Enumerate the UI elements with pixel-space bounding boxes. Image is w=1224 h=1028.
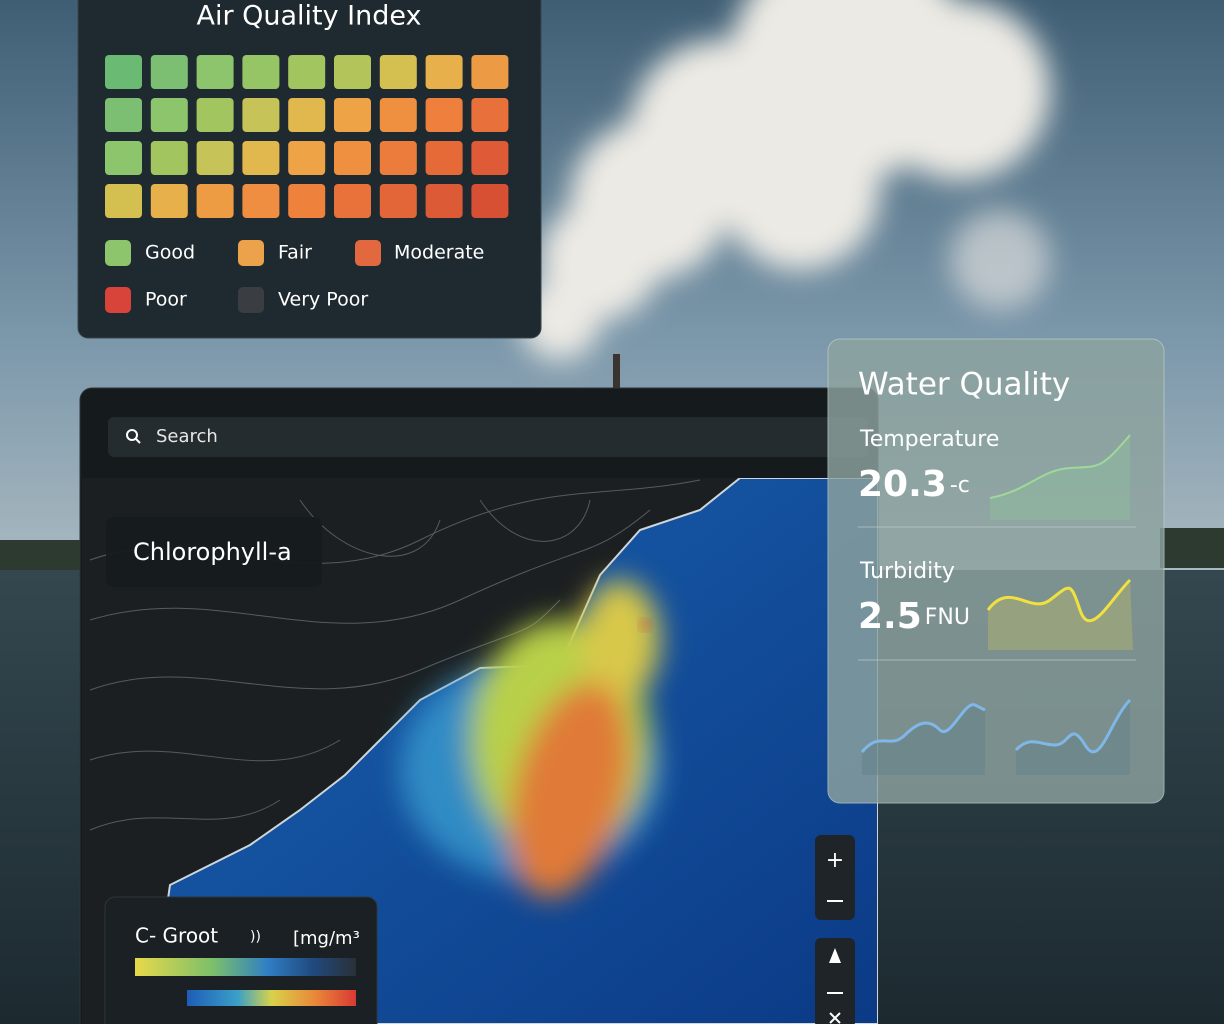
aqi-cell [196,98,234,132]
aqi-cell [196,55,234,89]
sparkline-area [1016,700,1130,775]
layer-label: Chlorophyll-a [133,538,292,566]
aqi-cell [288,141,326,175]
aqi-cell [242,184,280,218]
metric-unit: -c [950,473,970,498]
legend-label: Moderate [394,242,484,264]
aqi-cell [196,184,234,218]
legend-label: Fair [278,242,312,264]
aqi-cell [196,141,234,175]
legend-swatch [105,240,131,266]
zoom-control [815,835,855,920]
color-ramp [187,990,356,1006]
aqi-cell [150,184,188,218]
close[interactable] [829,1012,841,1024]
search-bar[interactable] [108,417,868,457]
legend-swatch [105,287,131,313]
metric-value: 20.3 [858,464,947,505]
legend-title: C- Groot [135,924,218,948]
aqi-cell [379,55,417,89]
hotspot [641,621,649,629]
aqi-cell [334,55,371,89]
shore [1160,528,1224,568]
search-icon [126,429,138,441]
smokestack [613,354,620,394]
legend-label: Poor [145,289,187,311]
layer-label-box [106,517,322,587]
metric-unit: FNU [925,605,970,630]
air-quality-panel: Air Quality Index Good Fair Moderate Poor Ve… [77,0,542,339]
aqi-cell [105,98,142,132]
legend-label: Very Poor [278,289,368,311]
panel-title: Water Quality [858,367,1070,403]
aqi-cell [150,55,188,89]
panel-bg [827,338,1165,804]
sparkline-area [988,580,1133,650]
aqi-cell [105,184,142,218]
sparkline [1014,698,1132,754]
aqi-cell [425,184,463,218]
aqi-cell [425,55,463,89]
panel-title: Air Quality Index [196,1,421,32]
legend-unit: [mg/m³ [293,928,360,949]
water-quality-panel: Water Quality Temperature 20.3 -c Turbidity… [827,338,1165,804]
map [82,478,878,1024]
search-placeholder: Search [156,426,218,447]
aqi-cell [471,184,509,218]
aqi-cell [471,98,509,132]
aqi-cell [471,55,509,89]
legend-swatch [238,287,264,313]
sparkline [989,434,1131,499]
color-ramp [135,958,356,976]
aqi-cell [425,141,463,175]
metric-value: 2.5 [858,596,922,637]
nav-control [815,938,855,1028]
aqi-cell [242,98,280,132]
sparkline [860,703,986,753]
metric-reading: 20.3 -c [858,464,970,505]
aqi-cell [379,98,417,132]
aqi-cell [288,98,326,132]
smoke-cloud [520,0,1050,360]
aqi-cell [242,55,280,89]
aqi-cell [471,141,509,175]
legend-label: Good [145,242,195,264]
aqi-cell [150,141,188,175]
map-panel: Search Chlorophyll-a [79,387,879,1028]
aqi-cell [288,184,326,218]
sparkline [986,578,1132,623]
metric-name: Temperature [859,427,999,452]
legend-swatch [238,240,264,266]
aqi-cell [105,55,142,89]
zoom-in[interactable]: + [826,848,844,873]
legend-symbol: )) [250,929,261,945]
aqi-cell [334,141,371,175]
aqi-cell [242,141,280,175]
metric-reading: 2.5 FNU [858,596,970,637]
sparkline-area [862,704,985,775]
metric-name: Turbidity [859,559,955,584]
aqi-cell [334,98,371,132]
aqi-cell [150,98,188,132]
aqi-cell [379,141,417,175]
aqi-cell [379,184,417,218]
sparkline-area [990,435,1130,520]
compass[interactable] [829,948,841,963]
search-icon [135,438,141,444]
aqi-cell [288,55,326,89]
shore [0,540,80,570]
legend-swatch [355,240,381,266]
aqi-cell [334,184,371,218]
aqi-cell [425,98,463,132]
chlorophyll-bloom [400,580,660,898]
aqi-cell [105,141,142,175]
